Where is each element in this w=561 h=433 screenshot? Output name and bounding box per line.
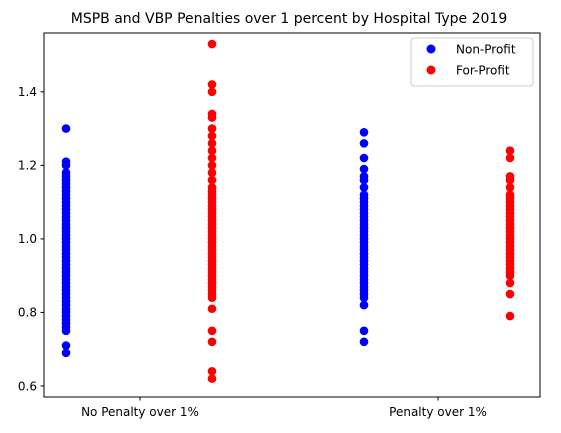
point-non-profit (359, 300, 369, 310)
axes-layer: 0.6 0.8 1.0 1.2 1.4 No Penalty over 1% Penalty… (18, 85, 487, 419)
y-tick-label: 0.8 (18, 306, 37, 320)
point-for-profit (207, 139, 217, 148)
point-for-profit (207, 326, 217, 336)
x-tick-label: No Penalty over 1% (81, 405, 199, 419)
legend-marker-for-profit (426, 65, 436, 75)
point-non-profit (359, 139, 369, 148)
point-non-profit (359, 164, 369, 174)
point-non-profit (61, 168, 71, 178)
point-for-profit (505, 311, 515, 321)
point-for-profit (207, 304, 217, 314)
point-non-profit (61, 341, 71, 350)
legend-box (410, 37, 534, 87)
y-tick-label: 1.2 (18, 159, 37, 173)
legend-label-non-profit: Non-Profit (456, 42, 516, 56)
plot-frame (43, 32, 541, 398)
points-layer (61, 39, 515, 383)
point-for-profit (505, 190, 515, 200)
point-for-profit (207, 80, 217, 89)
point-for-profit (207, 153, 217, 163)
point-for-profit (505, 183, 515, 192)
chart-title: MSPB and VBP Penalties over 1 percent by… (71, 11, 508, 27)
point-non-profit (359, 337, 369, 347)
point-for-profit (207, 87, 217, 97)
x-tick-label: Penalty over 1% (389, 405, 487, 419)
y-tick-label: 1.0 (18, 232, 37, 246)
point-non-profit (359, 172, 369, 181)
point-non-profit (359, 127, 369, 137)
y-tick-label: 0.6 (18, 379, 37, 393)
point-for-profit (207, 337, 217, 347)
point-non-profit (359, 153, 369, 163)
point-for-profit (505, 172, 515, 181)
point-for-profit (505, 289, 515, 299)
point-for-profit (207, 39, 217, 49)
point-for-profit (207, 168, 217, 178)
point-for-profit (207, 175, 217, 185)
point-non-profit (61, 348, 71, 358)
point-for-profit (207, 109, 217, 119)
legend: Non-Profit For-Profit (410, 37, 534, 87)
point-non-profit (359, 190, 369, 200)
point-for-profit (207, 366, 217, 376)
y-tick-label: 1.4 (18, 85, 37, 99)
point-non-profit (359, 326, 369, 336)
point-for-profit (207, 161, 217, 170)
point-for-profit (505, 153, 515, 163)
point-for-profit (207, 131, 217, 141)
legend-marker-non-profit (426, 44, 436, 54)
point-for-profit (505, 146, 515, 155)
point-for-profit (207, 183, 217, 192)
legend-label-for-profit: For-Profit (456, 63, 510, 77)
point-non-profit (61, 157, 71, 166)
point-for-profit (505, 278, 515, 288)
point-for-profit (207, 124, 217, 133)
point-for-profit (207, 146, 217, 155)
point-non-profit (359, 183, 369, 192)
point-non-profit (61, 124, 71, 133)
point-for-profit (207, 374, 217, 383)
